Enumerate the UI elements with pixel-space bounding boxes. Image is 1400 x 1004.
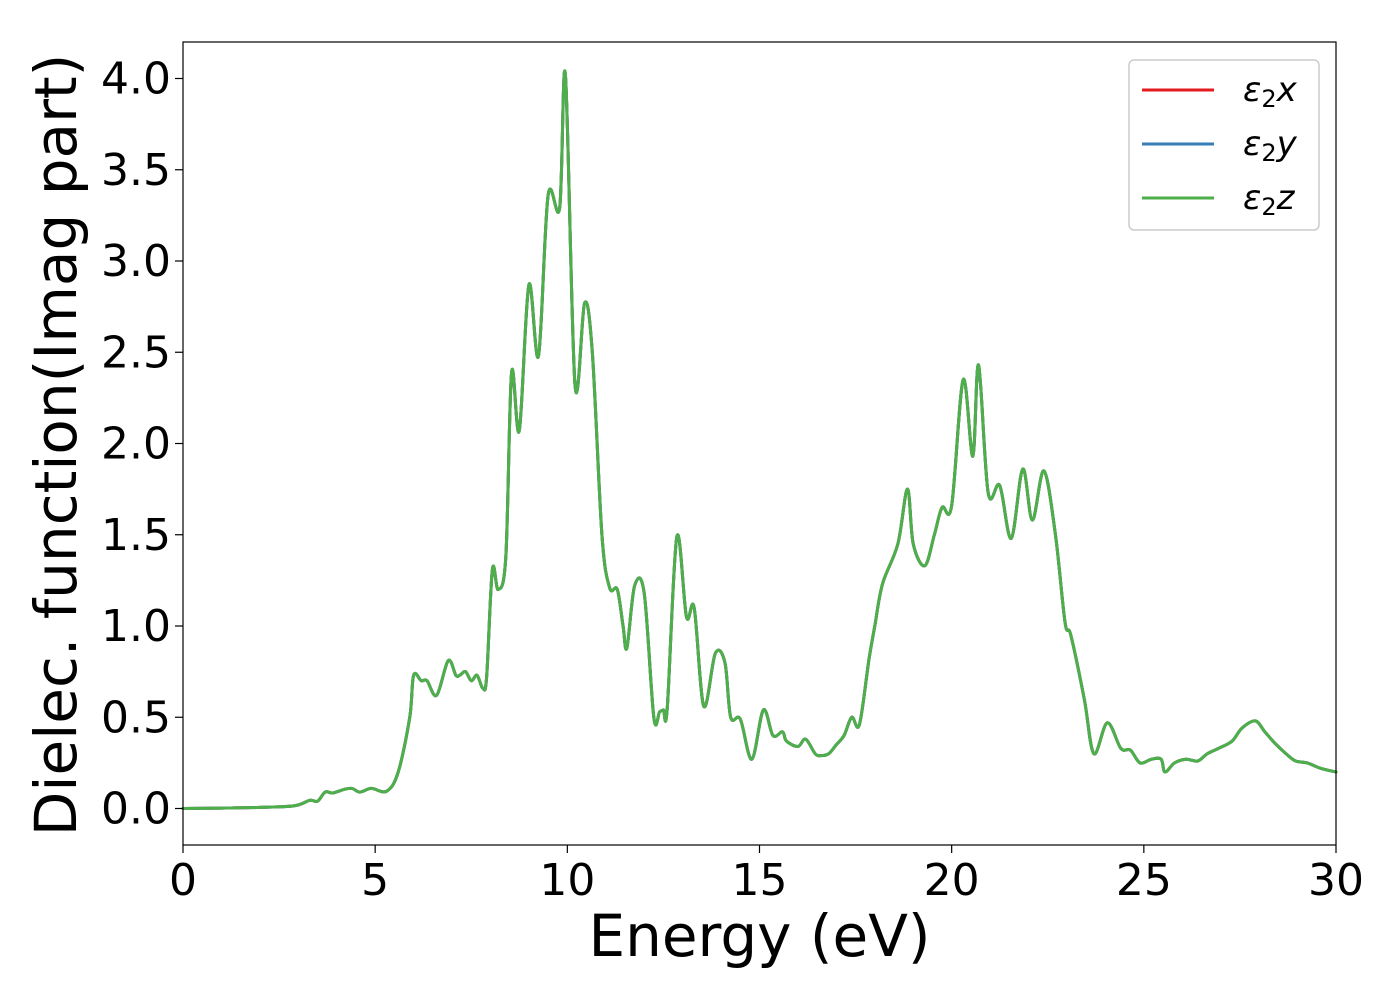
x-tick-label: 10 [539, 855, 595, 906]
series-layer [181, 69, 1338, 810]
series-line-z [181, 69, 1338, 810]
x-tick-label: 20 [924, 855, 980, 906]
y-tick-label: 1.0 [101, 601, 171, 652]
legend-label-x: ε2x [1243, 70, 1298, 113]
y-tick-label: 2.5 [101, 327, 171, 378]
x-axis-title: Energy (eV) [588, 902, 930, 970]
y-tick-label: 4.0 [101, 54, 171, 105]
y-axis-title: Dielec. function(Imag part) [22, 54, 90, 837]
y-tick-label: 3.5 [101, 145, 171, 196]
legend-box [1128, 59, 1320, 231]
y-tick-label: 2.0 [101, 419, 171, 470]
y-tick-label: 0.0 [101, 784, 171, 835]
y-tick-label: 0.5 [101, 692, 171, 743]
x-tick-label: 15 [732, 855, 788, 906]
y-tick-label: 1.5 [101, 510, 171, 561]
y-axis: 0.0 0.5 1.0 1.5 2.0 2.5 3.0 3.5 4.0 [101, 54, 183, 835]
x-tick-label: 30 [1308, 855, 1364, 906]
x-tick-label: 5 [361, 855, 389, 906]
x-axis: 0 5 10 15 20 25 30 [169, 845, 1364, 906]
legend-label-z: ε2z [1243, 178, 1296, 221]
x-tick-label: 25 [1116, 855, 1172, 906]
x-tick-label: 0 [169, 855, 197, 906]
legend: ε2x ε2y ε2z [1128, 59, 1320, 231]
legend-label-y: ε2y [1243, 124, 1298, 167]
y-tick-label: 3.0 [101, 236, 171, 287]
